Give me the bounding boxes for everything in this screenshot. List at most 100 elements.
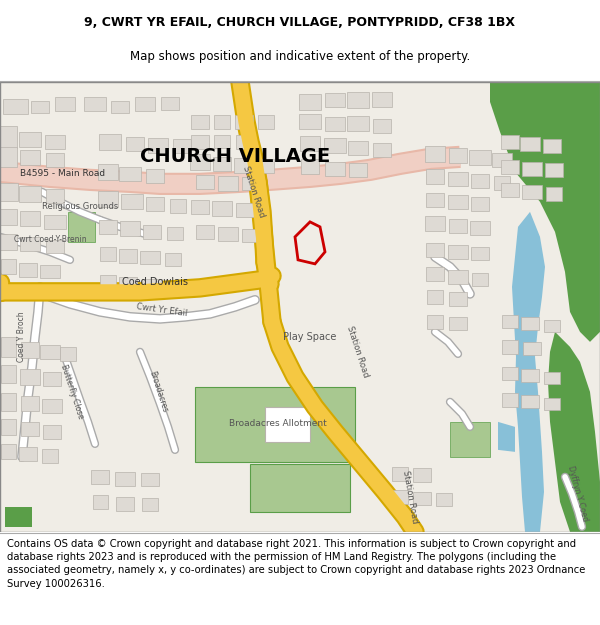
- Polygon shape: [68, 212, 95, 242]
- FancyBboxPatch shape: [1, 365, 16, 383]
- FancyBboxPatch shape: [425, 216, 445, 231]
- FancyBboxPatch shape: [119, 167, 141, 181]
- Text: Butterfly Close: Butterfly Close: [59, 364, 85, 420]
- FancyBboxPatch shape: [436, 493, 452, 506]
- FancyBboxPatch shape: [325, 162, 345, 176]
- FancyBboxPatch shape: [234, 158, 254, 173]
- FancyBboxPatch shape: [161, 98, 179, 111]
- FancyBboxPatch shape: [196, 225, 214, 239]
- FancyBboxPatch shape: [167, 228, 183, 241]
- FancyBboxPatch shape: [521, 396, 539, 408]
- FancyBboxPatch shape: [545, 163, 563, 177]
- FancyBboxPatch shape: [170, 199, 186, 213]
- FancyBboxPatch shape: [347, 116, 369, 131]
- Bar: [265, 407, 310, 442]
- FancyBboxPatch shape: [258, 159, 274, 173]
- FancyBboxPatch shape: [449, 148, 467, 163]
- Text: Religious Grounds: Religious Grounds: [42, 202, 118, 211]
- FancyBboxPatch shape: [119, 249, 137, 263]
- FancyBboxPatch shape: [522, 185, 542, 199]
- FancyBboxPatch shape: [173, 139, 191, 153]
- FancyBboxPatch shape: [20, 237, 40, 251]
- FancyBboxPatch shape: [2, 99, 28, 114]
- FancyBboxPatch shape: [60, 347, 76, 361]
- FancyBboxPatch shape: [502, 368, 518, 381]
- FancyBboxPatch shape: [426, 243, 444, 257]
- FancyBboxPatch shape: [31, 101, 49, 113]
- FancyBboxPatch shape: [501, 160, 519, 174]
- Polygon shape: [450, 422, 490, 457]
- FancyBboxPatch shape: [116, 497, 134, 511]
- FancyBboxPatch shape: [214, 115, 230, 129]
- Polygon shape: [490, 82, 600, 342]
- FancyBboxPatch shape: [0, 183, 18, 201]
- Text: Cwrt Coed-Y-Brenin: Cwrt Coed-Y-Brenin: [14, 236, 86, 244]
- FancyBboxPatch shape: [448, 195, 468, 209]
- FancyBboxPatch shape: [543, 139, 561, 153]
- FancyBboxPatch shape: [449, 292, 467, 306]
- FancyBboxPatch shape: [494, 176, 510, 190]
- FancyBboxPatch shape: [546, 187, 562, 201]
- FancyBboxPatch shape: [471, 248, 489, 261]
- Text: Play Space: Play Space: [283, 332, 337, 342]
- FancyBboxPatch shape: [20, 369, 40, 385]
- FancyBboxPatch shape: [349, 163, 367, 177]
- FancyBboxPatch shape: [0, 126, 17, 148]
- FancyBboxPatch shape: [427, 315, 443, 329]
- FancyBboxPatch shape: [92, 495, 107, 509]
- FancyBboxPatch shape: [1, 419, 16, 435]
- FancyBboxPatch shape: [20, 151, 40, 166]
- FancyBboxPatch shape: [373, 119, 391, 133]
- FancyBboxPatch shape: [55, 97, 75, 111]
- FancyBboxPatch shape: [523, 342, 541, 356]
- FancyBboxPatch shape: [115, 472, 135, 486]
- FancyBboxPatch shape: [46, 189, 64, 203]
- FancyBboxPatch shape: [236, 203, 254, 217]
- FancyBboxPatch shape: [45, 135, 65, 149]
- FancyBboxPatch shape: [469, 151, 491, 166]
- FancyBboxPatch shape: [21, 396, 39, 411]
- Text: Station Road: Station Road: [241, 165, 266, 219]
- FancyBboxPatch shape: [190, 154, 210, 170]
- FancyBboxPatch shape: [126, 137, 144, 151]
- FancyBboxPatch shape: [142, 498, 158, 511]
- Text: Contains OS data © Crown copyright and database right 2021. This information is : Contains OS data © Crown copyright and d…: [7, 539, 586, 589]
- FancyBboxPatch shape: [191, 135, 209, 149]
- FancyBboxPatch shape: [111, 101, 129, 113]
- FancyBboxPatch shape: [236, 135, 254, 149]
- FancyBboxPatch shape: [324, 138, 346, 153]
- Text: Map shows position and indicative extent of the property.: Map shows position and indicative extent…: [130, 51, 470, 63]
- FancyBboxPatch shape: [98, 191, 118, 207]
- FancyBboxPatch shape: [471, 174, 489, 188]
- FancyBboxPatch shape: [242, 177, 258, 191]
- FancyBboxPatch shape: [372, 92, 392, 108]
- FancyBboxPatch shape: [300, 136, 320, 151]
- Text: CHURCH VILLAGE: CHURCH VILLAGE: [140, 148, 330, 166]
- FancyBboxPatch shape: [520, 137, 540, 151]
- FancyBboxPatch shape: [392, 490, 408, 504]
- FancyBboxPatch shape: [99, 220, 117, 234]
- FancyBboxPatch shape: [218, 176, 238, 191]
- FancyBboxPatch shape: [427, 290, 443, 304]
- Polygon shape: [512, 212, 545, 532]
- FancyBboxPatch shape: [20, 211, 40, 226]
- FancyBboxPatch shape: [501, 135, 519, 149]
- FancyBboxPatch shape: [299, 114, 321, 129]
- FancyBboxPatch shape: [502, 340, 518, 354]
- Polygon shape: [498, 422, 515, 452]
- FancyBboxPatch shape: [0, 209, 17, 225]
- FancyBboxPatch shape: [413, 492, 431, 506]
- Text: Broadacres Allotment: Broadacres Allotment: [229, 419, 327, 428]
- FancyBboxPatch shape: [119, 278, 137, 291]
- FancyBboxPatch shape: [0, 147, 17, 167]
- FancyBboxPatch shape: [40, 266, 60, 278]
- FancyBboxPatch shape: [1, 444, 16, 459]
- FancyBboxPatch shape: [348, 141, 368, 155]
- FancyBboxPatch shape: [43, 425, 61, 439]
- FancyBboxPatch shape: [165, 253, 181, 266]
- FancyBboxPatch shape: [502, 393, 518, 407]
- FancyBboxPatch shape: [392, 467, 408, 481]
- FancyBboxPatch shape: [148, 138, 168, 153]
- FancyBboxPatch shape: [120, 221, 140, 236]
- FancyBboxPatch shape: [426, 267, 444, 281]
